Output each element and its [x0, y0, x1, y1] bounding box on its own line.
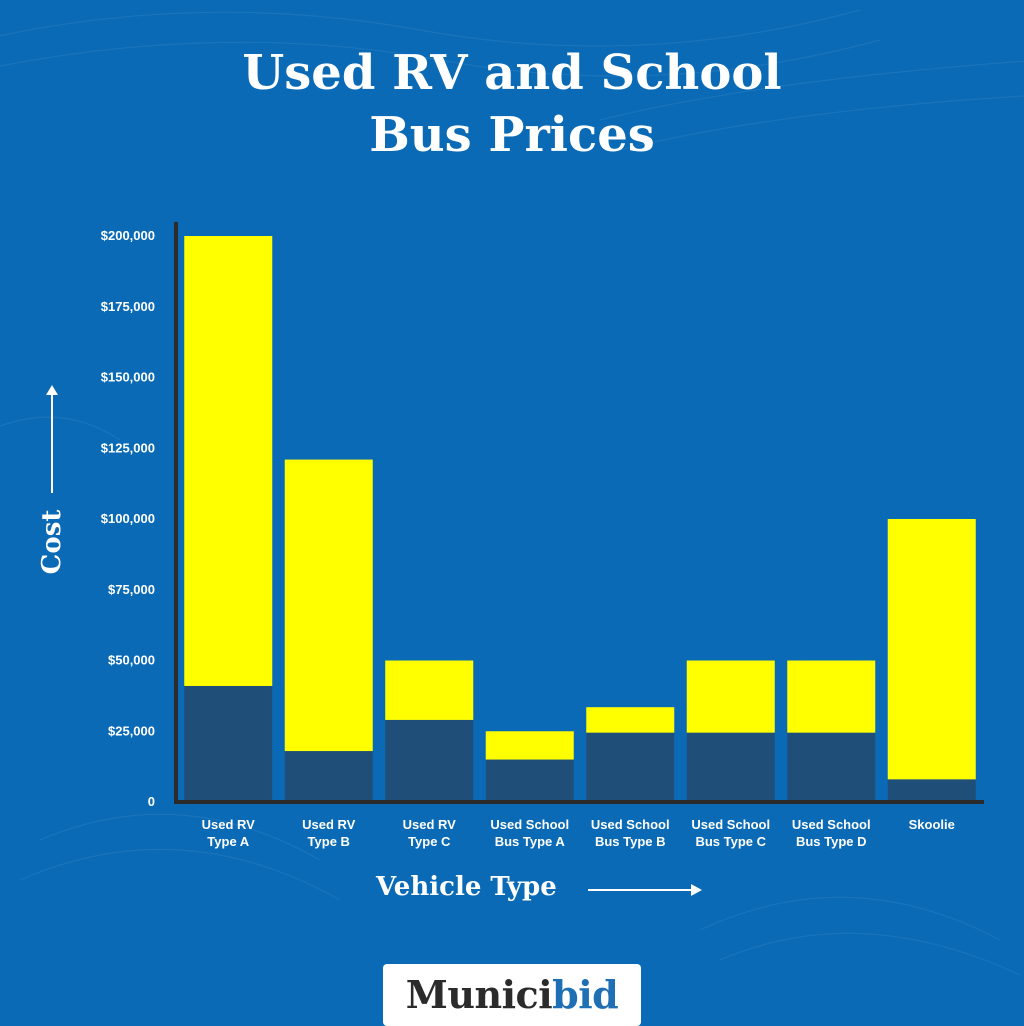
y-tick-label-8: $175,000	[101, 299, 155, 314]
y-tick-label-9: $200,000	[101, 228, 155, 243]
y-axis-title: Cost	[37, 509, 67, 575]
x-axis-title: Vehicle Type	[376, 872, 557, 902]
bar-segment-lower-1	[184, 685, 273, 802]
y-tick-label-7: $150,000	[101, 370, 155, 385]
x-tick-label-2: Used RV Type B	[302, 817, 356, 849]
bar-segment-upper-3	[385, 660, 474, 720]
chart-title-line-2: Bus Prices	[369, 107, 655, 163]
chart-title-line-1: Used RV and School	[242, 45, 782, 101]
y-tick-label-2: $25,000	[108, 723, 155, 738]
bar-segment-upper-5	[586, 707, 675, 733]
bar-segment-lower-6	[686, 732, 775, 802]
bar-segment-lower-2	[284, 751, 373, 802]
x-tick-label-4: Used School Bus Type A	[490, 817, 569, 849]
x-axis-arrow-icon	[588, 884, 702, 896]
y-tick-labels: 0 $25,000 $50,000 $75,000 $100,000 $125,000 $1…	[101, 228, 155, 809]
x-tick-label-7: Used School Bus Type D	[792, 817, 871, 849]
municibid-logo: Municibid	[383, 964, 641, 1026]
logo-text-part-2: bid	[552, 972, 619, 1017]
x-tick-label-6: Used School Bus Type C	[691, 817, 770, 849]
bar-segment-upper-7	[787, 660, 876, 733]
bar-segment-upper-1	[184, 236, 273, 686]
bar-segment-upper-2	[284, 459, 373, 752]
y-tick-label-5: $100,000	[101, 511, 155, 526]
x-tick-label-5: Used School Bus Type B	[591, 817, 670, 849]
bar-segment-lower-7	[787, 732, 876, 802]
bars-layer	[184, 236, 976, 802]
y-axis-arrow-icon	[46, 385, 58, 493]
bar-segment-lower-5	[586, 732, 675, 802]
bar-segment-upper-4	[485, 731, 574, 760]
x-tick-label-3: Used RV Type C	[403, 817, 457, 849]
bar-segment-upper-6	[686, 660, 775, 733]
y-tick-label-1: 0	[148, 794, 155, 809]
y-tick-label-3: $50,000	[108, 653, 155, 668]
bar-segment-lower-4	[485, 759, 574, 802]
bar-segment-upper-8	[887, 519, 976, 780]
bar-segment-lower-3	[385, 719, 474, 802]
logo-text-part-1: Munici	[405, 972, 553, 1017]
x-tick-label-8: Skoolie	[909, 817, 955, 832]
bar-segment-lower-8	[887, 779, 976, 802]
y-tick-label-6: $125,000	[101, 440, 155, 455]
x-tick-labels: Used RV Type A Used RV Type B Used RV Type C U…	[202, 817, 955, 849]
y-tick-label-4: $75,000	[108, 582, 155, 597]
x-tick-label-1: Used RV Type A	[202, 817, 256, 849]
chart-title: Used RV and School Bus Prices	[0, 42, 1024, 166]
